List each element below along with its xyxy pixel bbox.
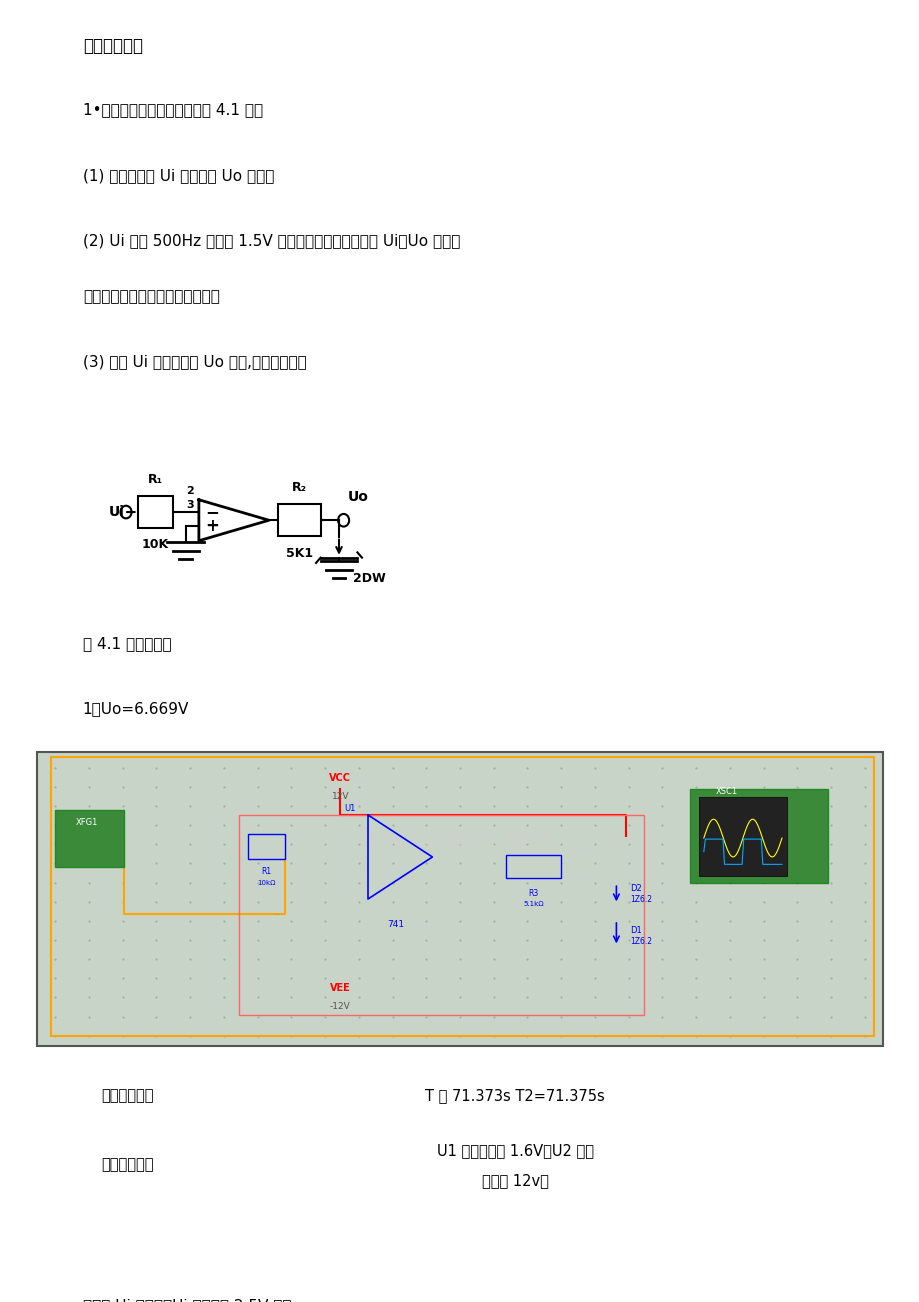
Text: R₁: R₁: [147, 473, 163, 486]
Bar: [83, 415, 597, 625]
Text: 1•过零比较器：实验电路如图 4.1 所示: 1•过零比较器：实验电路如图 4.1 所示: [83, 103, 263, 117]
Text: 图 4.1 过零比较器: 图 4.1 过零比较器: [83, 635, 171, 651]
FancyBboxPatch shape: [278, 504, 321, 536]
Text: 10K: 10K: [142, 538, 168, 551]
Bar: [37, 751, 882, 1047]
Text: 2DW: 2DW: [352, 572, 385, 585]
Text: Uo: Uo: [347, 491, 369, 504]
Text: -12V: -12V: [330, 1003, 350, 1012]
Text: 1Z6.2: 1Z6.2: [630, 936, 652, 945]
Bar: [239, 815, 643, 1014]
Text: R3: R3: [528, 888, 539, 897]
Text: (3) 改变 Ui 幅値，观察 Uo 变化,并给出结论。: (3) 改变 Ui 幅値，观察 Uo 变化,并给出结论。: [83, 354, 306, 370]
Text: 度値为 12v。: 度値为 12v。: [482, 1173, 548, 1187]
Bar: [55, 810, 124, 867]
Text: 电压幅度値：: 电压幅度値：: [101, 1157, 153, 1172]
Text: 741: 741: [387, 921, 403, 930]
Bar: [689, 789, 827, 883]
Text: D2: D2: [630, 884, 641, 893]
Text: 5.1kΩ: 5.1kΩ: [523, 901, 543, 907]
Text: (1) 按图接线， Ui 悉空时测 Uo 电压。: (1) 按图接线， Ui 悉空时测 Uo 电压。: [83, 168, 274, 184]
Text: U1 的幅度値为 1.6V，U2 的幅: U1 的幅度値为 1.6V，U2 的幅: [437, 1143, 593, 1159]
Text: www.bdocx.com: www.bdocx.com: [369, 831, 550, 850]
Text: VEE: VEE: [330, 983, 350, 993]
Text: Ui: Ui: [108, 505, 124, 519]
Text: (2) Ui 输入 500Hz 峰值为 1.5V 的正弦波，上下对齐比较 Ui、Uo 波形，: (2) Ui 输入 500Hz 峰值为 1.5V 的正弦波，上下对齐比较 Ui、…: [83, 233, 460, 249]
Text: −: −: [206, 503, 220, 521]
Bar: [505, 855, 561, 878]
Text: 2: 2: [187, 486, 194, 496]
Text: 周期时间値：: 周期时间値：: [101, 1088, 153, 1104]
Text: R1: R1: [261, 867, 272, 876]
Text: 1、Uo=6.669V: 1、Uo=6.669V: [83, 702, 189, 716]
Text: XFG1: XFG1: [76, 818, 98, 827]
FancyBboxPatch shape: [138, 496, 173, 527]
Text: 5K1: 5K1: [286, 547, 312, 560]
Text: D1: D1: [630, 926, 641, 935]
Text: 当改变 Ui 幅値时，Ui 幅値变为 2.5V 时，: 当改变 Ui 幅値时，Ui 幅値变为 2.5V 时，: [83, 1298, 291, 1302]
Text: 并标明周期时间値，电压幅度値。: 并标明周期时间値，电压幅度値。: [83, 289, 220, 305]
Bar: [51, 758, 873, 1035]
Text: VCC: VCC: [329, 773, 351, 783]
Bar: [248, 833, 285, 859]
Text: 3: 3: [187, 500, 194, 510]
Text: XSC1: XSC1: [715, 786, 737, 796]
Text: 五、实验内容: 五、实验内容: [83, 36, 142, 55]
Text: +: +: [206, 517, 220, 535]
Text: 1Z6.2: 1Z6.2: [630, 894, 652, 904]
Text: U1: U1: [344, 805, 355, 814]
Text: T 仁 71.373s T2=71.375s: T 仁 71.373s T2=71.375s: [425, 1088, 605, 1104]
Text: 10kΩ: 10kΩ: [257, 880, 276, 887]
Bar: [698, 797, 786, 876]
Text: R₂: R₂: [291, 480, 307, 493]
Text: 12V: 12V: [331, 792, 349, 801]
